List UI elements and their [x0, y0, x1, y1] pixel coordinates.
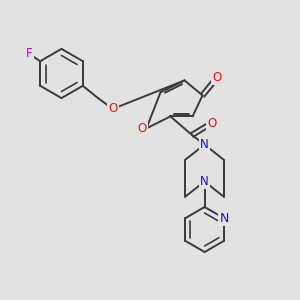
Text: N: N: [200, 175, 209, 188]
Text: O: O: [213, 71, 222, 84]
Text: N: N: [200, 138, 209, 151]
Text: O: O: [207, 116, 216, 130]
Text: N: N: [219, 212, 229, 225]
Text: O: O: [137, 122, 146, 135]
Text: F: F: [26, 47, 32, 60]
Text: O: O: [108, 102, 117, 116]
